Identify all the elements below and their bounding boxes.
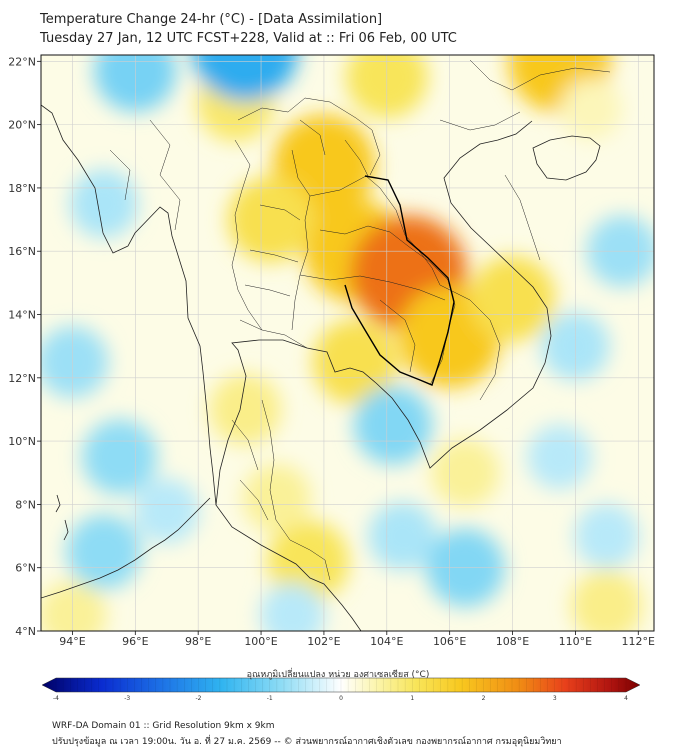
coastlines [41,104,601,631]
footer-credit: ปรับปรุงข้อมูล ณ เวลา 19:00น. วัน อ. ที่… [52,737,562,747]
hainan-coastline [532,135,601,181]
field-cell-14 [570,569,643,631]
colorbar-tick-label: -3 [124,695,130,702]
lon-tick-label: 104°E [370,635,403,648]
lat-tick-label: 16°N [8,245,36,258]
colorbar-tick-label: 4 [624,695,628,702]
lat-tick-label: 18°N [8,182,36,195]
lon-tick-label: 94°E [59,635,85,648]
colorbar-tick-label: -2 [196,695,202,702]
field-cell-21 [81,419,158,495]
lon-tick-label: 100°E [244,635,277,648]
lon-tick-label: 110°E [559,635,592,648]
field-cell-18 [192,55,298,102]
field-cell-23 [134,478,200,544]
lat-tick-label: 20°N [8,119,36,132]
lat-tick-label: 6°N [15,562,36,575]
country-border-cambodia [344,175,455,386]
colorbar-tick-label: 3 [553,695,557,702]
field-cell-30 [574,503,640,569]
field-cell-12 [242,463,311,533]
field-cell-20 [41,326,109,398]
lon-tick-label: 96°E [122,635,148,648]
lon-tick-label: 108°E [496,635,529,648]
field-cell-16 [560,78,622,140]
sumatra-coastline [41,497,211,599]
province-borders [109,59,611,581]
field-cell-24 [353,385,433,465]
colorbar-tick-label: 0 [339,695,343,702]
field-cell-3 [227,176,314,263]
colorbar-tick-label: 1 [410,695,414,702]
field-cell-31 [259,582,325,631]
lat-tick-label: 8°N [15,498,36,511]
gulf-of-thailand-coastline [215,120,552,506]
lon-tick-label: 102°E [307,635,340,648]
lat-tick-label: 22°N [8,55,36,68]
field-cell-15 [431,438,500,507]
graticule [41,55,654,631]
lon-tick-label: 112°E [622,635,655,648]
field-cell-13 [41,580,107,631]
colorbar-tick-label: -4 [53,695,59,702]
andaman-islands [55,494,69,541]
lat-tick-label: 10°N [8,435,36,448]
colorbar-body [41,677,641,693]
lat-tick-label: 14°N [8,309,36,322]
lat-tick-label: 12°N [8,372,36,385]
mainland-coastline [41,104,362,631]
lon-tick-label: 98°E [185,635,211,648]
field-cell-25 [368,501,437,571]
colorbar-tick-labels: -4 -3 -2 -1 0 1 2 3 4 [53,695,628,702]
field-cell-29 [527,424,593,490]
colorbar-tick-label: 2 [482,695,486,702]
map-frame [40,54,655,632]
field-cell-22 [66,514,142,590]
longitude-axis: 94°E 96°E 98°E 100°E 102°E 104°E 106°E 108°E 110… [59,631,655,648]
field-cell-19 [69,169,139,238]
field-cell-11 [209,373,282,446]
temperature-field [41,55,654,631]
colorbar-title: อุณหภูมิเปลี่ยนแปลง หน่วย องศาเซลเซียส (… [246,670,430,680]
map-subtitle: Tuesday 27 Jan, 12 UTC FCST+228, Valid a… [40,31,457,46]
colorbar: -4 -3 -2 -1 0 1 2 3 4 [41,677,641,702]
footer-model-info: WRF-DA Domain 01 :: Grid Resolution 9km … [52,721,275,731]
lon-tick-label: 106°E [433,635,466,648]
colorbar-tick-label: -1 [267,695,273,702]
latitude-axis: 22°N 20°N 18°N 16°N 14°N 12°N 10°N 8°N 6°N 4°N [8,55,41,638]
lat-tick-label: 4°N [15,625,36,638]
colorbar-separators [55,678,627,692]
map-title: Temperature Change 24-hr (°C) - [Data As… [40,12,383,27]
field-cell-10 [267,520,350,603]
